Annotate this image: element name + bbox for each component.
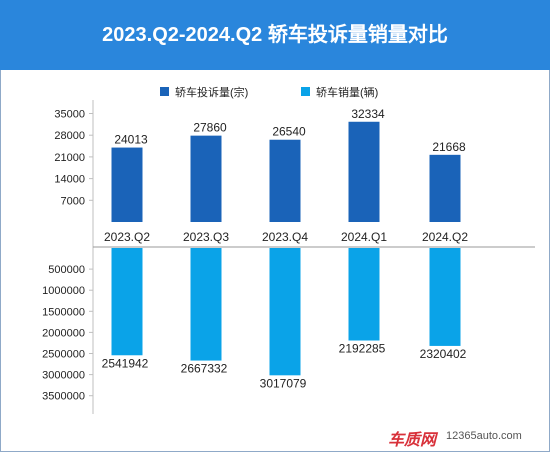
watermark-site: 12365auto.com	[446, 430, 522, 442]
top-axis-tick-label-5: 35000	[54, 109, 85, 121]
top-axis-tick-label-4: 28000	[54, 130, 85, 142]
sales-data-label-2: 2667332	[181, 362, 228, 376]
category-label-5: 2024.Q2	[422, 230, 468, 244]
category-label-3: 2023.Q4	[262, 230, 308, 244]
complaint-data-label-5: 21668	[432, 140, 466, 154]
category-label-1: 2023.Q2	[104, 230, 150, 244]
title-bar: 2023.Q2-2024.Q2 轿车投诉量销量对比	[0, 0, 550, 70]
legend-swatch-2	[301, 87, 310, 96]
chart-title: 2023.Q2-2024.Q2 轿车投诉量销量对比	[102, 24, 448, 46]
complaint-data-label-3: 26540	[272, 125, 306, 139]
complaint-bar-1	[111, 147, 143, 222]
sales-bar-1	[111, 248, 143, 356]
category-label-2: 2023.Q3	[183, 230, 229, 244]
sales-bar-2	[190, 248, 222, 361]
sales-bar-3	[269, 248, 301, 376]
complaint-data-label-1: 24013	[114, 133, 148, 147]
complaint-bar-2	[190, 135, 222, 222]
watermark: 车质网 12365auto.com	[388, 426, 548, 449]
bottom-axis-tick-label-5: 2500000	[42, 349, 85, 361]
bottom-axis-tick-label-7: 3500000	[42, 391, 85, 403]
legend-label-1: 轿车投诉量(宗)	[175, 85, 248, 99]
sales-data-label-5: 2320402	[420, 347, 467, 361]
bottom-axis-tick-label-1: 500000	[48, 264, 85, 276]
top-axis-tick-label-1: 7000	[61, 195, 85, 207]
top-axis-tick-label-2: 14000	[54, 174, 85, 186]
complaint-bar-3	[269, 139, 301, 222]
complaint-bar-4	[348, 121, 380, 222]
top-axis-tick-label-3: 21000	[54, 152, 85, 164]
sales-bar-4	[348, 248, 380, 341]
bottom-axis-tick-label-6: 3000000	[42, 370, 85, 382]
legend-label-2: 轿车销量(辆)	[316, 85, 378, 99]
complaint-data-label-2: 27860	[193, 121, 227, 135]
legend-swatch-1	[160, 87, 169, 96]
complaint-data-label-4: 32334	[351, 107, 385, 121]
watermark-logo: 车质网	[388, 432, 437, 449]
sales-data-label-3: 3017079	[260, 376, 307, 390]
sales-data-label-4: 2192285	[339, 342, 386, 356]
complaint-bar-5	[429, 154, 461, 222]
bottom-axis-tick-label-4: 2000000	[42, 327, 85, 339]
sales-bar-5	[429, 248, 461, 346]
category-label-4: 2024.Q1	[341, 230, 387, 244]
bottom-axis-tick-label-2: 1000000	[42, 285, 85, 297]
sales-data-label-1: 2541942	[102, 356, 149, 370]
bottom-axis-tick-label-3: 1500000	[42, 306, 85, 318]
